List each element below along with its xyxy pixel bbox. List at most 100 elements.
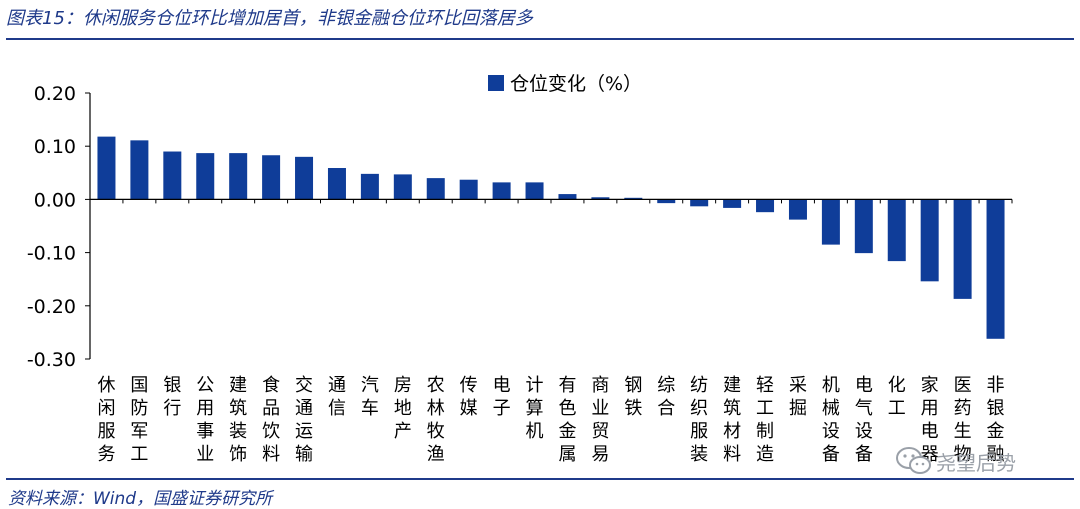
bar-医药生物	[953, 199, 972, 299]
x-tick-char: 纺	[690, 375, 708, 396]
x-tick-label: 汽车	[361, 375, 379, 419]
x-tick-label: 房地产	[394, 375, 412, 442]
watermark-text: 尧望后势	[936, 450, 1016, 475]
x-tick-char: 易	[591, 444, 609, 465]
figure-source: 资料来源：Wind，国盛证券研究所	[8, 489, 273, 509]
x-tick-char: 用	[921, 398, 939, 419]
x-tick-char: 品	[262, 398, 280, 419]
bar-轻工制造	[756, 199, 775, 213]
y-tick-label: -0.30	[27, 349, 76, 371]
bar-传媒	[459, 179, 478, 200]
x-tick-char: 装	[229, 421, 247, 442]
x-tick-char: 交	[295, 375, 313, 396]
bar-食品饮料	[262, 155, 281, 200]
x-tick-char: 料	[262, 444, 280, 465]
x-tick-char: 输	[295, 444, 313, 465]
x-tick-char: 银	[163, 375, 181, 396]
x-tick-char: 车	[361, 398, 379, 419]
x-tick-char: 装	[690, 444, 708, 465]
x-tick-char: 钢	[624, 375, 642, 396]
x-tick-char: 建	[229, 375, 247, 396]
x-tick-char: 子	[493, 398, 511, 419]
x-tick-char: 服	[690, 421, 708, 442]
figure-title: 图表15：休闲服务仓位环比增加居首，非银金融仓位环比回落居多	[6, 8, 533, 29]
x-tick-char: 医	[954, 375, 972, 396]
y-tick-label: 0.10	[34, 136, 76, 158]
x-tick-char: 饮	[262, 421, 280, 442]
x-tick-char: 传	[460, 375, 478, 396]
x-tick-char: 休	[97, 375, 115, 396]
x-tick-char: 业	[196, 444, 214, 465]
x-tick-char: 贸	[591, 421, 609, 442]
x-tick-char: 算	[526, 398, 544, 419]
x-tick-char: 食	[262, 375, 280, 396]
x-tick-char: 行	[163, 398, 181, 419]
x-tick-label: 非银金融	[987, 375, 1005, 465]
x-tick-char: 媒	[460, 398, 478, 419]
x-tick-char: 汽	[361, 375, 379, 396]
x-tick-char: 掘	[789, 398, 807, 419]
x-tick-label: 综合	[657, 375, 675, 419]
x-tick-char: 服	[97, 421, 115, 442]
bar-通信	[327, 168, 346, 200]
x-tick-char: 公	[196, 375, 214, 396]
bar-房地产	[393, 174, 412, 200]
chart-legend: 仓位变化（%）	[488, 73, 642, 95]
y-tick-label: 0.00	[34, 189, 76, 211]
x-tick-char: 综	[657, 375, 675, 396]
x-tick-char: 饰	[229, 444, 247, 465]
y-tick-label: -0.20	[27, 296, 76, 318]
legend-label: 仓位变化（%）	[510, 73, 642, 95]
source-rule	[6, 478, 1074, 480]
x-tick-char: 机	[822, 375, 840, 396]
bar-农林牧渔	[426, 178, 445, 200]
x-tick-label: 钢铁	[624, 375, 642, 419]
bar-商业贸易	[591, 197, 610, 200]
x-tick-char: 轻	[756, 375, 774, 396]
x-tick-char: 气	[855, 398, 873, 419]
title-rule	[6, 38, 1074, 40]
x-tick-char: 设	[855, 421, 873, 442]
x-tick-char: 药	[954, 398, 972, 419]
x-tick-char: 渔	[427, 444, 445, 465]
x-tick-char: 备	[822, 444, 840, 465]
x-tick-char: 械	[822, 398, 840, 419]
x-tick-label: 银行	[163, 375, 181, 419]
x-tick-char: 融	[987, 444, 1005, 465]
x-tick-char: 材	[723, 421, 741, 442]
x-tick-char: 工	[888, 398, 906, 419]
x-tick-char: 防	[130, 398, 148, 419]
x-tick-label: 电子	[493, 375, 511, 419]
x-tick-char: 务	[97, 444, 115, 465]
x-tick-char: 建	[723, 375, 741, 396]
bar-家用电器	[920, 199, 939, 282]
bar-电子	[492, 182, 511, 200]
x-tick-char: 牧	[427, 421, 445, 442]
bar-交通运输	[295, 156, 314, 200]
x-tick-label: 采掘	[789, 375, 807, 419]
x-tick-char: 国	[130, 375, 148, 396]
x-tick-char: 产	[394, 421, 412, 442]
y-tick-label: 0.20	[34, 83, 76, 105]
x-tick-char: 金	[987, 421, 1005, 442]
x-tick-label: 休闲服务	[97, 375, 115, 465]
x-tick-char: 林	[427, 398, 445, 419]
legend-swatch	[488, 75, 504, 91]
x-tick-char: 造	[756, 444, 774, 465]
x-tick-char: 织	[690, 398, 708, 419]
x-tick-char: 色	[558, 398, 576, 419]
bar-电气设备	[854, 199, 873, 254]
bar-采掘	[788, 199, 807, 220]
x-tick-char: 有	[558, 375, 576, 396]
bar-综合	[657, 199, 676, 204]
bar-建筑材料	[723, 199, 742, 208]
x-tick-label: 通信	[328, 375, 346, 419]
wechat-icon	[896, 447, 931, 474]
